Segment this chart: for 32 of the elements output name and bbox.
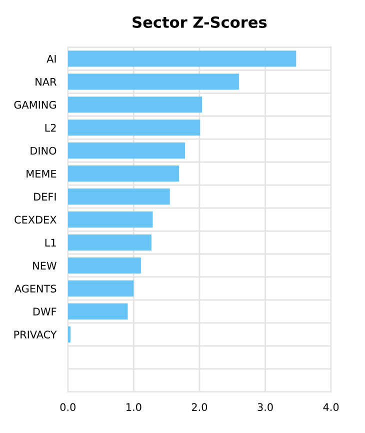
x-tick-label: 4.0 (323, 403, 339, 412)
bar (68, 280, 134, 297)
bar (68, 257, 141, 274)
y-tick-label: L1 (45, 238, 56, 246)
x-tick-label: 2.0 (192, 403, 208, 412)
bar (68, 211, 153, 228)
bar (68, 166, 180, 182)
chart-title: Sector Z-Scores (132, 16, 267, 28)
y-tick-label: NEW (33, 262, 56, 270)
bar (68, 142, 185, 159)
bar (68, 120, 200, 136)
y-tick-label: AGENTS (14, 284, 56, 293)
bar (68, 303, 128, 320)
y-tick-label: DEFI (34, 192, 56, 201)
bar (68, 74, 239, 90)
y-tick-label: CEXDEX (14, 216, 56, 224)
bar (68, 188, 170, 205)
bar (68, 50, 296, 67)
x-tick-label: 0.0 (60, 403, 76, 412)
y-tick-label: MEME (26, 170, 56, 178)
y-tick-label: DINO (30, 146, 56, 155)
bar (68, 234, 152, 251)
y-tick-label: PRIVACY (14, 330, 57, 339)
y-tick-label: GAMING (14, 100, 56, 109)
y-tick-label: NAR (36, 78, 56, 86)
bar (68, 96, 202, 113)
y-tick-label: AI (46, 55, 56, 63)
bar (68, 326, 71, 342)
x-tick-label: 1.0 (126, 403, 142, 412)
x-tick-label: 3.0 (258, 403, 273, 412)
y-tick-label: DWF (33, 308, 56, 316)
y-tick-label: L2 (45, 124, 56, 132)
